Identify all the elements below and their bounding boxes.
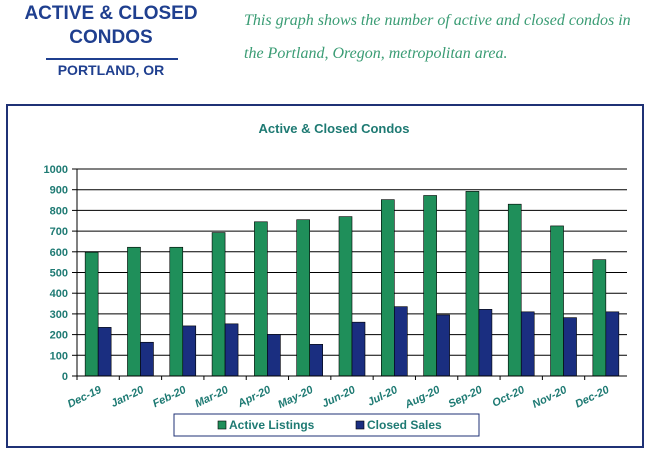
y-tick-label: 100 xyxy=(50,350,68,362)
legend-swatch-active xyxy=(217,420,227,430)
bar-closed-10 xyxy=(520,311,535,377)
y-tick-label: 900 xyxy=(50,185,68,197)
bar-closed-2 xyxy=(182,325,197,377)
y-tick-label: 600 xyxy=(50,247,68,259)
bar-closed-1 xyxy=(140,341,154,377)
x-tick-label: Jan-20 xyxy=(109,384,146,410)
x-tick-label: Apr-20 xyxy=(235,384,273,411)
x-tick-label: Jun-20 xyxy=(320,384,358,411)
bar-closed-6 xyxy=(351,321,366,377)
y-tick-label: 500 xyxy=(50,268,68,280)
page-title: ACTIVE & CLOSED CONDOS xyxy=(0,2,222,50)
x-tick-label: Aug-20 xyxy=(402,384,442,412)
y-tick-label: 300 xyxy=(50,309,68,321)
legend-label-closed: Closed Sales xyxy=(367,418,442,432)
bar-active-3 xyxy=(211,232,226,377)
bar-closed-5 xyxy=(309,344,323,377)
y-tick-label: 0 xyxy=(62,371,68,383)
bar-active-9 xyxy=(465,191,480,377)
bar-active-2 xyxy=(169,246,184,377)
x-tick-label: Mar-20 xyxy=(193,384,231,411)
x-tick-label: May-20 xyxy=(276,384,316,412)
bar-active-4 xyxy=(254,221,268,377)
bar-active-7 xyxy=(381,199,395,377)
legend-swatch-closed xyxy=(355,420,365,430)
chart-title: Active & Closed Condos xyxy=(259,121,410,136)
x-tick-label: Sep-20 xyxy=(447,384,485,411)
title-divider xyxy=(46,58,178,60)
y-tick-label: 1000 xyxy=(44,164,68,176)
chart-description: This graph shows the number of active an… xyxy=(244,12,631,62)
page-title-text: ACTIVE & CLOSED CONDOS xyxy=(24,3,198,48)
y-tick-label: 700 xyxy=(50,226,68,238)
legend-label-active: Active Listings xyxy=(229,418,315,432)
bar-active-5 xyxy=(296,219,310,377)
x-tick-label: Jul-20 xyxy=(366,384,401,409)
bar-closed-12 xyxy=(605,311,620,377)
x-tick-label: Nov-20 xyxy=(531,384,570,411)
bar-active-1 xyxy=(127,246,141,377)
x-tick-label: Dec-19 xyxy=(66,384,104,411)
chart-panel xyxy=(6,104,644,448)
bar-closed-11 xyxy=(563,317,577,377)
legend-box xyxy=(173,413,480,437)
y-tick-label: 200 xyxy=(50,330,68,342)
y-tick-label: 800 xyxy=(50,205,68,217)
x-tick-label: Dec-20 xyxy=(573,384,611,411)
bar-active-12 xyxy=(592,259,607,377)
bar-closed-3 xyxy=(224,323,239,377)
x-tick-label: Oct-20 xyxy=(491,384,528,410)
x-tick-label: Feb-20 xyxy=(151,384,189,411)
y-tick-label: 400 xyxy=(50,288,68,300)
bar-closed-7 xyxy=(394,306,408,377)
bar-active-10 xyxy=(507,203,522,377)
bar-closed-9 xyxy=(478,309,493,377)
location-subtitle: PORTLAND, OR xyxy=(57,62,165,78)
bar-active-0 xyxy=(84,251,99,377)
bar-active-8 xyxy=(423,195,437,377)
bar-closed-4 xyxy=(267,334,281,377)
bar-active-6 xyxy=(338,216,353,377)
bar-closed-0 xyxy=(97,327,112,377)
bar-closed-8 xyxy=(436,314,450,377)
bar-active-11 xyxy=(550,225,564,377)
